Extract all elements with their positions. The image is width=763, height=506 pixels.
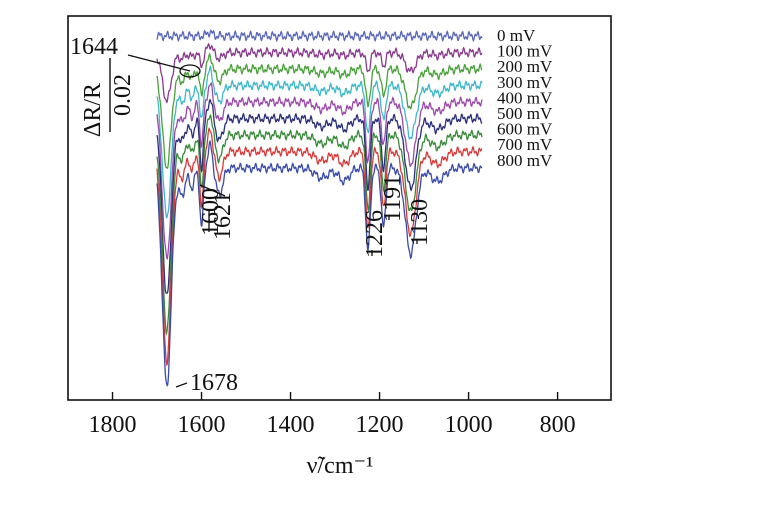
plot-frame (67, 15, 612, 401)
x-tick-label-1400: 1400 (267, 412, 315, 438)
annotation-circle-1644 (179, 64, 201, 78)
legend-label-400-mV: 400 mV (497, 88, 553, 107)
annotation-label-1130: 1130 (407, 199, 433, 246)
series-line-800-mV (156, 139, 483, 387)
x-tick-label-1000: 1000 (445, 412, 493, 438)
series-line-200-mV (156, 52, 483, 170)
series-line-300-mV (156, 64, 483, 219)
legend-label-200-mV: 200 mV (497, 57, 553, 76)
annotation-label-1226: 1226 (362, 210, 388, 258)
x-tick-label-800: 800 (540, 412, 576, 438)
legend-label-800-mV: 800 mV (497, 151, 553, 170)
x-axis-title: ν̃/cm⁻¹ (307, 453, 374, 479)
series-line-600-mV (156, 113, 483, 336)
series-line-700-mV (156, 127, 483, 367)
series-line-0-mV (156, 29, 483, 43)
x-tick-label-1600: 1600 (178, 412, 226, 438)
series-group (156, 29, 483, 387)
scale-bar-label-bottom: 0.02 (110, 74, 136, 116)
x-tick-label-1200: 1200 (356, 412, 404, 438)
series-line-400-mV (156, 82, 483, 260)
legend-label-700-mV: 700 mV (497, 135, 553, 154)
series-line-100-mV (156, 42, 483, 104)
legend-label-0-mV: 0 mV (497, 26, 536, 45)
annotation-label-1621: 1621 (210, 192, 236, 240)
annotation-leader-1678 (175, 382, 188, 388)
x-ticks: 1800 1600 1400 1200 1000 800 (89, 392, 576, 438)
legend-label-500-mV: 500 mV (497, 104, 553, 123)
scale-bar-label-top: ΔR/R (80, 83, 106, 137)
annotation-label-1644: 1644 (70, 34, 118, 60)
annotation-label-1678: 1678 (190, 370, 238, 396)
legend-label-100-mV: 100 mV (497, 42, 553, 61)
annotation-leader-1644 (127, 54, 191, 72)
annotation-label-1600: 1600 (198, 188, 224, 236)
annotation-leader-1621 (199, 184, 226, 197)
legend-label-600-mV: 600 mV (497, 120, 553, 139)
legend-label-300-mV: 300 mV (497, 73, 553, 92)
x-tick-label-1800: 1800 (89, 412, 137, 438)
scale-bar: ΔR/R 0.02 (80, 58, 136, 137)
annotation-label-1191: 1191 (380, 175, 406, 222)
series-line-500-mV (156, 98, 483, 294)
